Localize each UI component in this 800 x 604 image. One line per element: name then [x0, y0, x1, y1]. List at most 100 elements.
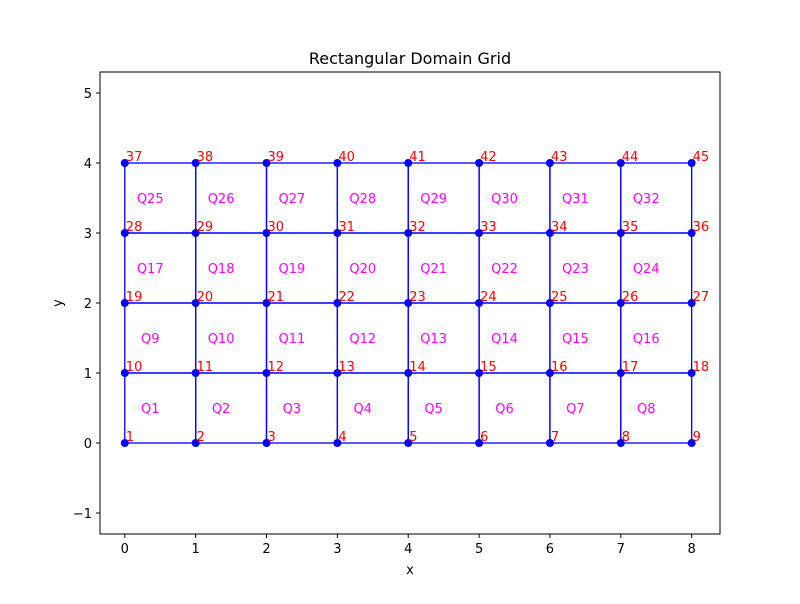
- mesh-node: [545, 229, 554, 237]
- node-label: 2: [197, 430, 205, 445]
- x-tick-label: 5: [475, 542, 483, 557]
- node-label: 18: [693, 360, 710, 375]
- node-label: 39: [268, 150, 285, 165]
- mesh-node: [120, 159, 129, 167]
- label-layer: Q1 Q2 Q3 Q4 Q5 Q6 Q7 Q8 Q9 Q10 Q11 Q12 Q13 Q14 Q15 Q16 Q…: [126, 150, 709, 445]
- node-label: 1: [126, 430, 134, 445]
- x-tick-label: 6: [546, 542, 554, 557]
- mesh-node: [262, 229, 271, 237]
- mesh-element: [336, 372, 409, 444]
- mesh-node: [616, 439, 625, 447]
- element-label: Q14: [491, 332, 518, 347]
- node-label: 22: [338, 290, 355, 305]
- mesh-node: [333, 159, 342, 167]
- x-axis-ticks: 0 1 2 3 4 5 6 7 8: [121, 534, 696, 557]
- node-label: 17: [622, 360, 639, 375]
- mesh-node: [545, 299, 554, 307]
- mesh-element: [549, 372, 622, 444]
- node-label: 3: [268, 430, 276, 445]
- element-label: Q3: [283, 402, 302, 417]
- node-label: 9: [693, 430, 701, 445]
- x-tick-label: 4: [404, 542, 412, 557]
- mesh-node: [333, 299, 342, 307]
- y-tick-label: 1: [84, 367, 92, 382]
- mesh-node: [545, 159, 554, 167]
- node-label: 37: [126, 150, 143, 165]
- node-label: 28: [126, 220, 143, 235]
- element-label: Q13: [420, 332, 447, 347]
- mesh-element: [620, 162, 693, 234]
- mesh-node: [404, 159, 413, 167]
- chart-title: Rectangular Domain Grid: [309, 49, 511, 68]
- node-label: 25: [551, 290, 568, 305]
- node-label: 41: [409, 150, 426, 165]
- node-label: 21: [268, 290, 285, 305]
- element-label: Q11: [279, 332, 306, 347]
- element-label: Q5: [424, 402, 443, 417]
- mesh-node: [191, 439, 200, 447]
- mesh-node: [120, 369, 129, 377]
- mesh-node: [120, 229, 129, 237]
- element-label: Q15: [562, 332, 589, 347]
- node-label: 26: [622, 290, 639, 305]
- mesh-element: [478, 372, 551, 444]
- mesh-node: [262, 369, 271, 377]
- mesh-node: [120, 299, 129, 307]
- node-label: 31: [338, 220, 355, 235]
- mesh-node: [333, 229, 342, 237]
- element-label: Q6: [495, 402, 514, 417]
- node-label: 15: [480, 360, 497, 375]
- node-label: 29: [197, 220, 214, 235]
- mesh-node: [404, 299, 413, 307]
- mesh-node: [262, 159, 271, 167]
- mesh-node: [687, 299, 696, 307]
- node-label: 32: [409, 220, 426, 235]
- y-tick-label: 4: [84, 157, 92, 172]
- element-label: Q8: [637, 402, 656, 417]
- element-label: Q22: [491, 262, 518, 277]
- mesh-node: [120, 439, 129, 447]
- mesh-element: [265, 372, 339, 444]
- mesh-node: [475, 299, 484, 307]
- node-label: 38: [197, 150, 214, 165]
- node-label: 24: [480, 290, 497, 305]
- mesh-node: [191, 369, 200, 377]
- y-tick-label: 0: [84, 437, 92, 452]
- mesh-node: [545, 369, 554, 377]
- node-label: 35: [622, 220, 639, 235]
- mesh-node: [475, 439, 484, 447]
- node-label: 7: [551, 430, 559, 445]
- mesh-node: [333, 439, 342, 447]
- mesh-element: [124, 372, 197, 444]
- element-label: Q19: [279, 262, 306, 277]
- node-label: 34: [551, 220, 568, 235]
- mesh-node: [616, 369, 625, 377]
- element-label: Q17: [137, 262, 164, 277]
- mesh-element: [620, 372, 693, 444]
- element-label: Q1: [141, 402, 160, 417]
- x-tick-label: 8: [688, 542, 696, 557]
- element-label: Q7: [566, 402, 585, 417]
- node-label: 6: [480, 430, 488, 445]
- y-axis-ticks: −1 0 1 2 3 4 5: [73, 87, 100, 522]
- element-label: Q9: [141, 332, 160, 347]
- x-tick-label: 0: [121, 542, 129, 557]
- node-label: 40: [338, 150, 355, 165]
- y-tick-label: 2: [84, 297, 92, 312]
- node-label: 12: [268, 360, 285, 375]
- node-label: 23: [409, 290, 426, 305]
- mesh-node: [191, 229, 200, 237]
- mesh-element: [407, 372, 480, 444]
- node-layer: [120, 159, 696, 447]
- node-label: 45: [693, 150, 710, 165]
- mesh-node: [687, 369, 696, 377]
- node-label: 10: [126, 360, 143, 375]
- x-tick-label: 1: [192, 542, 200, 557]
- element-label: Q12: [349, 332, 376, 347]
- node-label: 20: [197, 290, 214, 305]
- mesh-node: [404, 229, 413, 237]
- element-label: Q16: [633, 332, 660, 347]
- mesh-node: [262, 439, 271, 447]
